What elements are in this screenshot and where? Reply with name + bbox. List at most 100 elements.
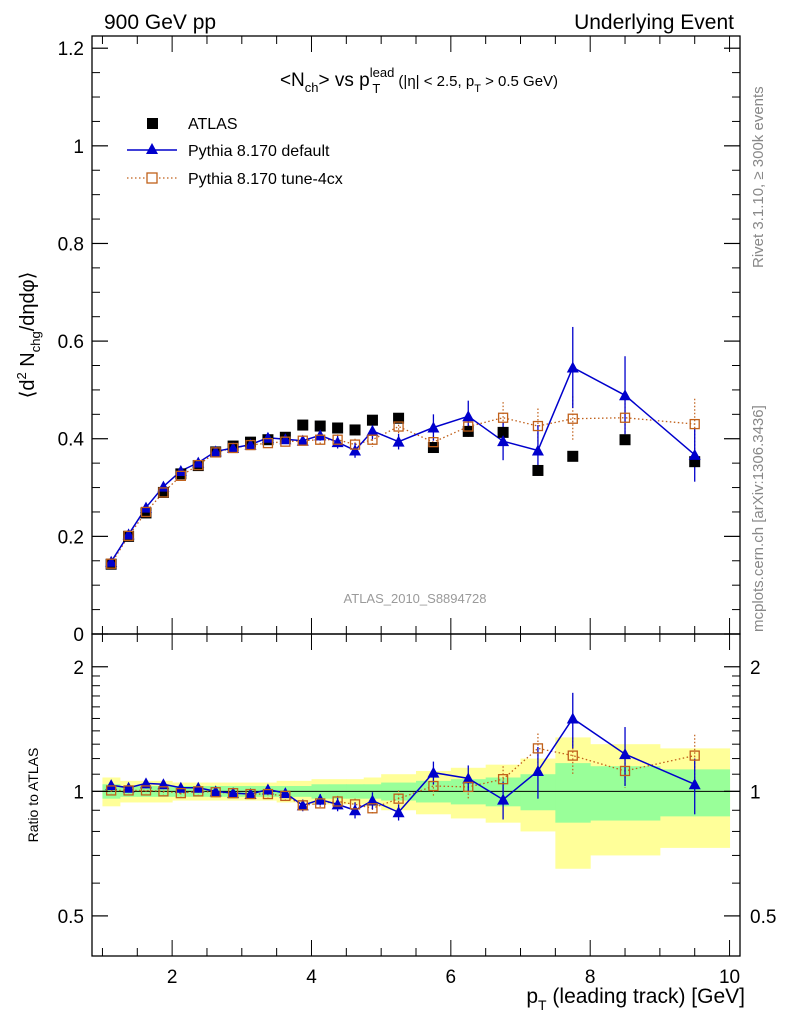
legend: ATLAS Pythia 8.170 default Pythia 8.170 …: [127, 116, 343, 188]
tune4cx-point: [227, 442, 239, 454]
ratio-default-point: [349, 804, 362, 816]
default-point: [261, 431, 274, 443]
main-ytick-label: 1.2: [58, 39, 84, 60]
default-point: [296, 434, 309, 446]
atlas-point: [532, 464, 544, 476]
ratio-default-point: [462, 772, 475, 784]
tune4cx-point: [193, 459, 204, 471]
ratio-default-point: [279, 787, 292, 799]
tune4cx-point: [367, 434, 378, 445]
atlas-point: [427, 442, 439, 454]
tune4cx-point: [689, 418, 700, 430]
ratio-default-point: [531, 764, 544, 776]
default-point: [105, 555, 118, 567]
default-point: [157, 480, 170, 492]
default-point: [349, 444, 362, 456]
ratio-ylabel: Ratio to ATLAS: [25, 748, 41, 843]
mcplots-label: mcplots.cern.ch [arXiv:1306.3436]: [750, 405, 767, 632]
atlas-point: [332, 422, 344, 434]
ratio-ytick-label-right: 0.5: [750, 907, 776, 928]
plot-title: <Nch> vs plead T (|η| < 2.5, pT > 0.5 GeV…: [280, 65, 558, 96]
ratio-tune4cx-point: [567, 750, 578, 761]
ratio-default-point: [105, 779, 118, 791]
atlas-point: [140, 507, 152, 519]
ratio-tune4cx-point: [210, 787, 221, 798]
ratio-ytick-label: 2: [73, 658, 84, 679]
tune4cx-point: [210, 447, 221, 458]
default-point: [688, 448, 701, 460]
default-point: [174, 464, 187, 476]
default-point: [209, 445, 222, 457]
default-point: [244, 438, 257, 450]
ratio-default-point: [619, 748, 632, 760]
legend-label-atlas: ATLAS: [188, 116, 238, 133]
tune4cx-point: [315, 434, 326, 445]
default-point: [531, 444, 544, 456]
atlas-point: [689, 456, 701, 468]
legend-marker-atlas: [147, 118, 158, 129]
tune4cx-point: [393, 421, 404, 432]
ratio-tune4cx-point: [262, 788, 274, 800]
tune4cx-point: [297, 435, 308, 446]
tune4cx-point: [332, 434, 343, 445]
x-tick-label: 4: [306, 967, 317, 988]
main-ytick-label: 0.8: [58, 234, 84, 255]
default-point: [279, 433, 292, 445]
tune4cx-point: [123, 530, 134, 542]
ratio-default-point: [244, 788, 257, 800]
rivet-label: Rivet 3.1.10, ≥ 300k events: [750, 86, 767, 268]
ratio-default-point: [209, 785, 222, 797]
ratio-tune4cx-point: [227, 787, 239, 799]
tune4cx-point: [106, 558, 117, 569]
atlas-point: [619, 434, 631, 446]
atlas-point: [497, 426, 509, 438]
default-point: [392, 435, 405, 447]
ratio-ytick-label: 0.5: [58, 907, 84, 928]
legend-marker-tune4cx: [146, 172, 158, 184]
ratio-tune4cx-point: [123, 785, 134, 796]
tune4cx-point: [428, 437, 439, 448]
atlas-point: [349, 424, 361, 436]
main-ytick-label: 0: [73, 625, 84, 646]
ratio-tune4cx-point: [428, 780, 439, 792]
atlas-point: [567, 450, 579, 462]
tune4cx-point: [158, 487, 169, 498]
ratio-tune4cx-point: [532, 743, 544, 754]
ratio-default-point: [296, 799, 309, 811]
ratio-tune4cx-point: [393, 793, 404, 804]
ratio-tune4cx-point: [140, 785, 152, 796]
main-ylabel: ⟨d2 Nchg/dηdφ⟩: [14, 272, 43, 399]
ratio-tune4cx-point: [349, 799, 361, 810]
legend-marker-default: [146, 143, 158, 154]
tune4cx-point: [140, 506, 152, 518]
tune4cx-point: [567, 413, 578, 424]
ratio-tune4cx-point: [245, 788, 256, 800]
ratio-tune4cx-point: [689, 750, 700, 761]
atlas-point: [393, 412, 405, 424]
default-point: [497, 435, 510, 447]
main-ytick-label: 0.2: [58, 527, 84, 548]
ratio-tune4cx-point: [280, 790, 291, 802]
main-ytick-label: 0.6: [58, 332, 84, 353]
tune4cx-point: [532, 420, 544, 432]
ratio-tune4cx-point: [463, 781, 474, 793]
atlas-point: [366, 414, 378, 426]
ratio-tune4cx-point: [193, 786, 204, 797]
ratio-default-point: [566, 712, 579, 724]
atlas-point: [297, 419, 309, 431]
ratio-default-point: [497, 793, 510, 805]
analysis-watermark: ATLAS_2010_S8894728: [344, 591, 487, 606]
default-point: [427, 421, 440, 433]
ratio-panel: 0.5 0.5 1 1 2 2 2 4 6 8 10 Ratio to ATLAS pT (lead…: [25, 633, 776, 1013]
tune4cx-point: [280, 436, 291, 447]
tune4cx-point: [619, 412, 631, 423]
ratio-default-point: [427, 766, 440, 778]
main-panel: 0 0.2 0.4 0.6 0.8 1 1.2 <Nch> vs plead T (|η| <…: [14, 35, 741, 646]
ratio-default-point: [227, 787, 240, 799]
main-ytick-label: 1: [73, 137, 84, 158]
tune4cx-point: [463, 421, 474, 432]
x-tick-label: 8: [585, 967, 596, 988]
ratio-default-point: [122, 781, 135, 793]
ratio-default-point: [174, 781, 187, 793]
